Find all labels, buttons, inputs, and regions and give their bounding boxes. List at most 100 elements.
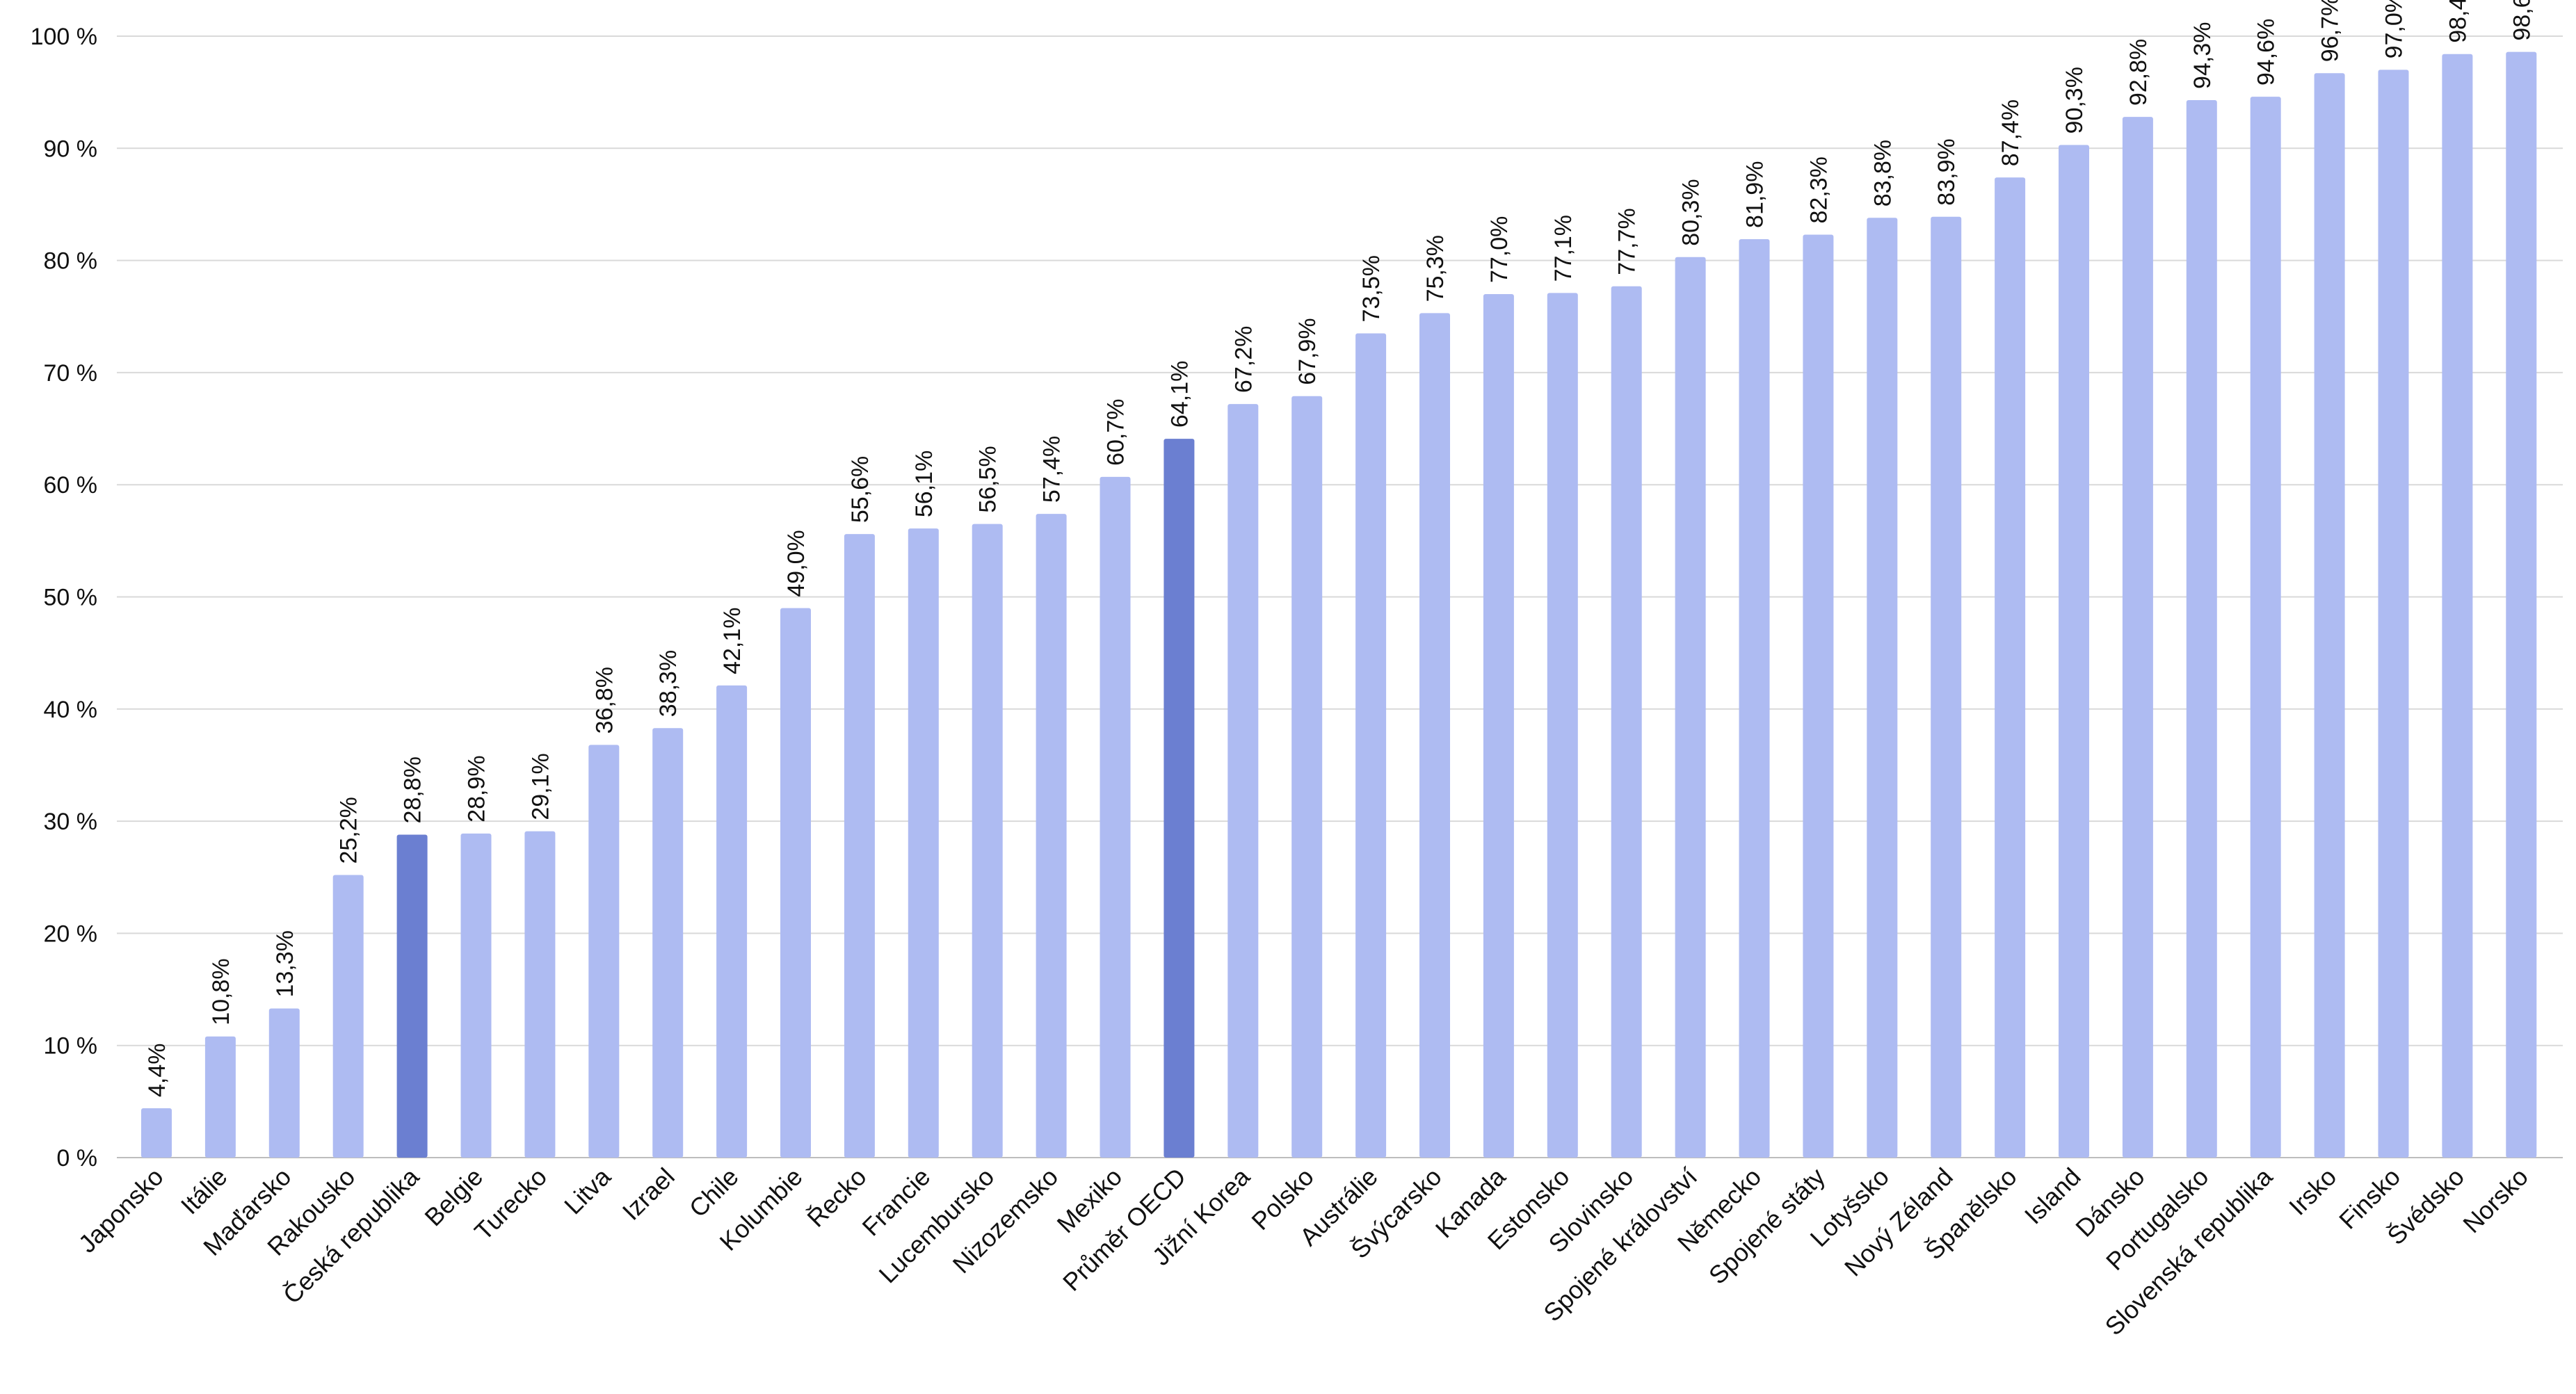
bar	[1164, 439, 1195, 1158]
bar	[652, 728, 684, 1158]
data-label: 77,0%	[1486, 216, 1513, 283]
bar	[1995, 177, 2026, 1158]
y-tick-label: 100 %	[31, 24, 97, 50]
data-label: 94,6%	[2253, 19, 2280, 86]
bar	[1036, 514, 1067, 1158]
data-label: 73,5%	[1358, 255, 1385, 322]
data-label: 56,5%	[975, 446, 1001, 512]
y-tick-label: 10 %	[44, 1033, 98, 1060]
bar	[1739, 238, 1770, 1158]
bar	[844, 534, 875, 1158]
data-label: 75,3%	[1422, 235, 1449, 302]
bar	[1931, 216, 1962, 1158]
data-label: 94,3%	[2189, 22, 2216, 89]
data-label: 67,2%	[1230, 326, 1257, 393]
y-tick-label: 40 %	[44, 697, 98, 723]
y-tick-label: 80 %	[44, 248, 98, 275]
data-label: 77,7%	[1614, 208, 1641, 275]
bar	[2059, 145, 2089, 1158]
bar	[460, 833, 492, 1158]
data-label: 77,1%	[1550, 215, 1577, 282]
data-label: 4,4%	[144, 1044, 170, 1098]
bar	[588, 745, 620, 1158]
bar	[141, 1108, 172, 1158]
bar	[2186, 99, 2217, 1158]
data-label: 87,4%	[1997, 99, 2024, 166]
bar	[1547, 293, 1578, 1158]
data-labels: 4,4% 10,8% 13,3% 25,2% 28,8% 28,9% 29,1% 36,8% 3…	[144, 0, 2535, 1097]
data-label: 98,6%	[2509, 0, 2535, 41]
data-label: 67,9%	[1294, 318, 1321, 384]
y-axis-ticks: 0 % 10 % 20 % 30 % 40 % 50 % 60 % 70 % 80 % 90 % 1…	[31, 24, 97, 1172]
x-tick-label: Litva	[558, 1162, 616, 1219]
data-label: 96,7%	[2317, 0, 2344, 62]
data-label: 56,1%	[911, 451, 937, 517]
data-label: 92,8%	[2125, 39, 2152, 106]
bar	[1867, 218, 1898, 1158]
bar	[1483, 293, 1514, 1158]
bar	[1611, 286, 1642, 1158]
bar	[780, 608, 811, 1158]
bar	[2442, 54, 2473, 1158]
data-label: 83,8%	[1869, 140, 1896, 206]
bar	[908, 528, 939, 1158]
data-label: 98,4%	[2445, 0, 2471, 43]
bar	[396, 834, 428, 1158]
data-label: 83,9%	[1933, 138, 1960, 205]
data-label: 10,8%	[208, 958, 234, 1025]
bar	[1227, 404, 1259, 1158]
bar	[2122, 117, 2153, 1158]
x-tick-label: Irsko	[2283, 1162, 2342, 1221]
bar	[2506, 51, 2537, 1158]
data-label: 97,0%	[2381, 0, 2408, 58]
bar	[524, 831, 556, 1158]
data-label: 42,1%	[719, 608, 746, 674]
bar	[204, 1036, 236, 1158]
bar	[1803, 234, 1834, 1158]
bar	[268, 1008, 300, 1158]
x-tick-label: Norsko	[2457, 1162, 2534, 1239]
data-label: 55,6%	[847, 456, 874, 523]
x-tick-label: Turecko	[469, 1162, 552, 1246]
gridlines	[117, 35, 2563, 1158]
data-label: 80,3%	[1678, 179, 1705, 245]
y-tick-label: 30 %	[44, 809, 98, 835]
data-label: 81,9%	[1742, 161, 1769, 228]
bars	[141, 51, 2537, 1158]
bar	[972, 524, 1003, 1158]
data-label: 49,0%	[783, 530, 810, 597]
y-tick-label: 50 %	[44, 585, 98, 611]
data-label: 57,4%	[1039, 436, 1065, 503]
y-tick-label: 70 %	[44, 360, 98, 387]
x-tick-label: Japonsko	[73, 1162, 169, 1258]
data-label: 64,1%	[1166, 361, 1193, 428]
data-label: 82,3%	[1805, 156, 1832, 223]
x-tick-label: Itálie	[175, 1162, 233, 1220]
data-label: 36,8%	[591, 667, 618, 734]
y-tick-label: 90 %	[44, 136, 98, 162]
bar	[1675, 257, 1706, 1158]
data-label: 28,8%	[400, 756, 426, 823]
bar	[1100, 476, 1131, 1158]
data-label: 29,1%	[527, 753, 554, 820]
bar	[1355, 333, 1387, 1158]
y-tick-label: 0 %	[56, 1145, 97, 1172]
x-tick-label: Izrael	[617, 1162, 680, 1226]
data-label: 28,9%	[464, 755, 490, 822]
bar	[2378, 70, 2409, 1158]
bar	[332, 875, 364, 1158]
y-tick-label: 20 %	[44, 921, 98, 947]
bar	[2250, 97, 2281, 1158]
y-tick-label: 60 %	[44, 472, 98, 499]
data-label: 60,7%	[1103, 399, 1129, 466]
data-label: 13,3%	[272, 930, 298, 997]
data-label: 25,2%	[336, 797, 362, 864]
bar	[1419, 313, 1450, 1158]
bar	[2314, 73, 2345, 1158]
bar	[716, 685, 748, 1158]
bar	[1291, 396, 1323, 1158]
data-label: 90,3%	[2061, 67, 2088, 133]
x-tick-label: Chile	[684, 1162, 744, 1223]
